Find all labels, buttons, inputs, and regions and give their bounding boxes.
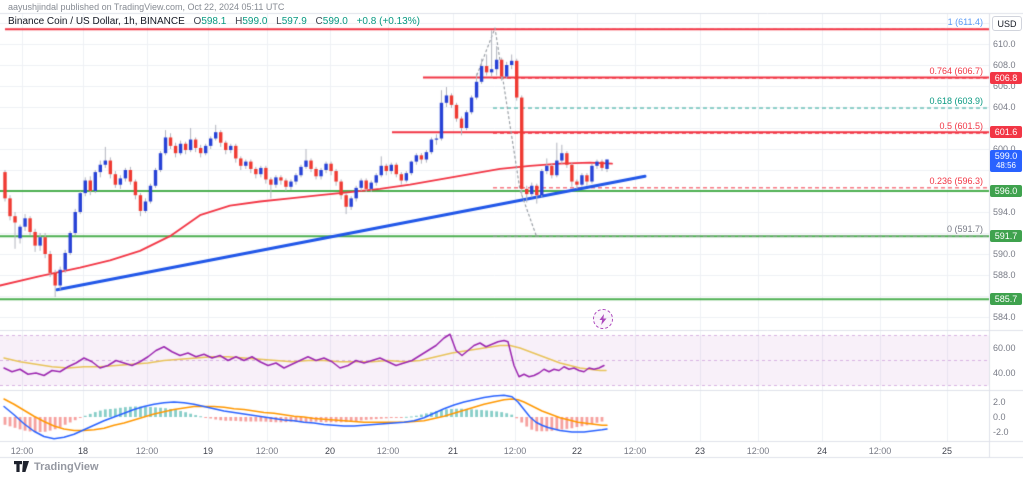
fib-level-label: 0.5 (601.5) <box>939 121 983 132</box>
high-label: H <box>235 16 243 27</box>
price-tick-label: 610.0 <box>993 39 1016 49</box>
macd-tick-label: 2.0 <box>993 397 1006 407</box>
time-tick-label: 12:00 <box>135 446 159 456</box>
price-badge: 599.0 48:56 <box>990 149 1022 172</box>
change-value: +0.8 (+0.13%) <box>356 16 420 27</box>
time-tick-label: 12:00 <box>868 446 892 456</box>
publisher-line: aayushjindal published on TradingView.co… <box>8 2 285 12</box>
fib-level-label: 0.618 (603.9) <box>929 96 983 107</box>
fib-level-label: 1 (611.4) <box>947 17 983 28</box>
symbol-title: Binance Coin / US Dollar, 1h, BINANCE <box>8 16 185 27</box>
high-value: 599.0 <box>242 16 268 27</box>
price-tick-label: 600.0 <box>993 144 1016 154</box>
price-tick-label: 604.0 <box>993 102 1016 112</box>
currency-toggle-button[interactable]: USD <box>992 16 1022 31</box>
close-value: 599.0 <box>322 16 348 27</box>
macd-tick-label: 0.0 <box>993 412 1006 422</box>
price-tick-label: 588.0 <box>993 270 1016 280</box>
price-badge: 591.7 <box>990 230 1022 243</box>
time-tick-label: 18 <box>77 446 89 456</box>
low-label: L <box>276 16 282 27</box>
fib-level-label: 0.764 (606.7) <box>929 66 983 77</box>
price-badge: 585.7 <box>990 293 1022 306</box>
tradingview-brand-text[interactable]: TradingView <box>34 460 99 473</box>
time-tick-label: 21 <box>447 446 459 456</box>
event-marker[interactable] <box>593 309 613 329</box>
low-value: 597.9 <box>281 16 307 27</box>
price-tick-label: 594.0 <box>993 207 1016 217</box>
fib-level-label: 0 (591.7) <box>946 224 983 235</box>
price-tick-label: 608.0 <box>993 60 1016 70</box>
time-tick-label: 12:00 <box>255 446 279 456</box>
rsi-tick-label: 60.00 <box>993 343 1016 353</box>
time-tick-label: 24 <box>816 446 828 456</box>
time-tick-label: 12:00 <box>503 446 527 456</box>
lightning-icon <box>599 313 607 325</box>
price-badge: 596.0 <box>990 185 1022 197</box>
fib-level-label: 0.236 (596.3) <box>929 175 983 186</box>
rsi-tick-label: 40.00 <box>993 368 1016 378</box>
macd-tick-label: -2.0 <box>993 427 1009 437</box>
time-tick-label: 12:00 <box>623 446 647 456</box>
open-label: O <box>193 16 202 27</box>
time-tick-label: 12:00 <box>746 446 770 456</box>
price-badge: 601.6 <box>990 126 1022 139</box>
price-badge: 606.8 <box>990 71 1022 84</box>
close-label: C <box>315 16 323 27</box>
price-tick-label: 584.0 <box>993 312 1016 322</box>
time-tick-label: 12:00 <box>376 446 400 456</box>
price-tick-label: 590.0 <box>993 249 1016 259</box>
time-tick-label: 25 <box>941 446 953 456</box>
price-tick-label: 606.0 <box>993 81 1016 91</box>
tradingview-logo-icon[interactable] <box>14 460 29 473</box>
time-tick-label: 20 <box>324 446 336 456</box>
footer: TradingView <box>14 460 99 473</box>
open-value: 598.1 <box>201 16 227 27</box>
time-tick-label: 23 <box>694 446 706 456</box>
symbol-legend[interactable]: Binance Coin / US Dollar, 1h, BINANCE O5… <box>8 16 420 27</box>
time-tick-label: 22 <box>571 446 583 456</box>
time-tick-label: 12:00 <box>10 446 34 456</box>
time-tick-label: 19 <box>202 446 214 456</box>
